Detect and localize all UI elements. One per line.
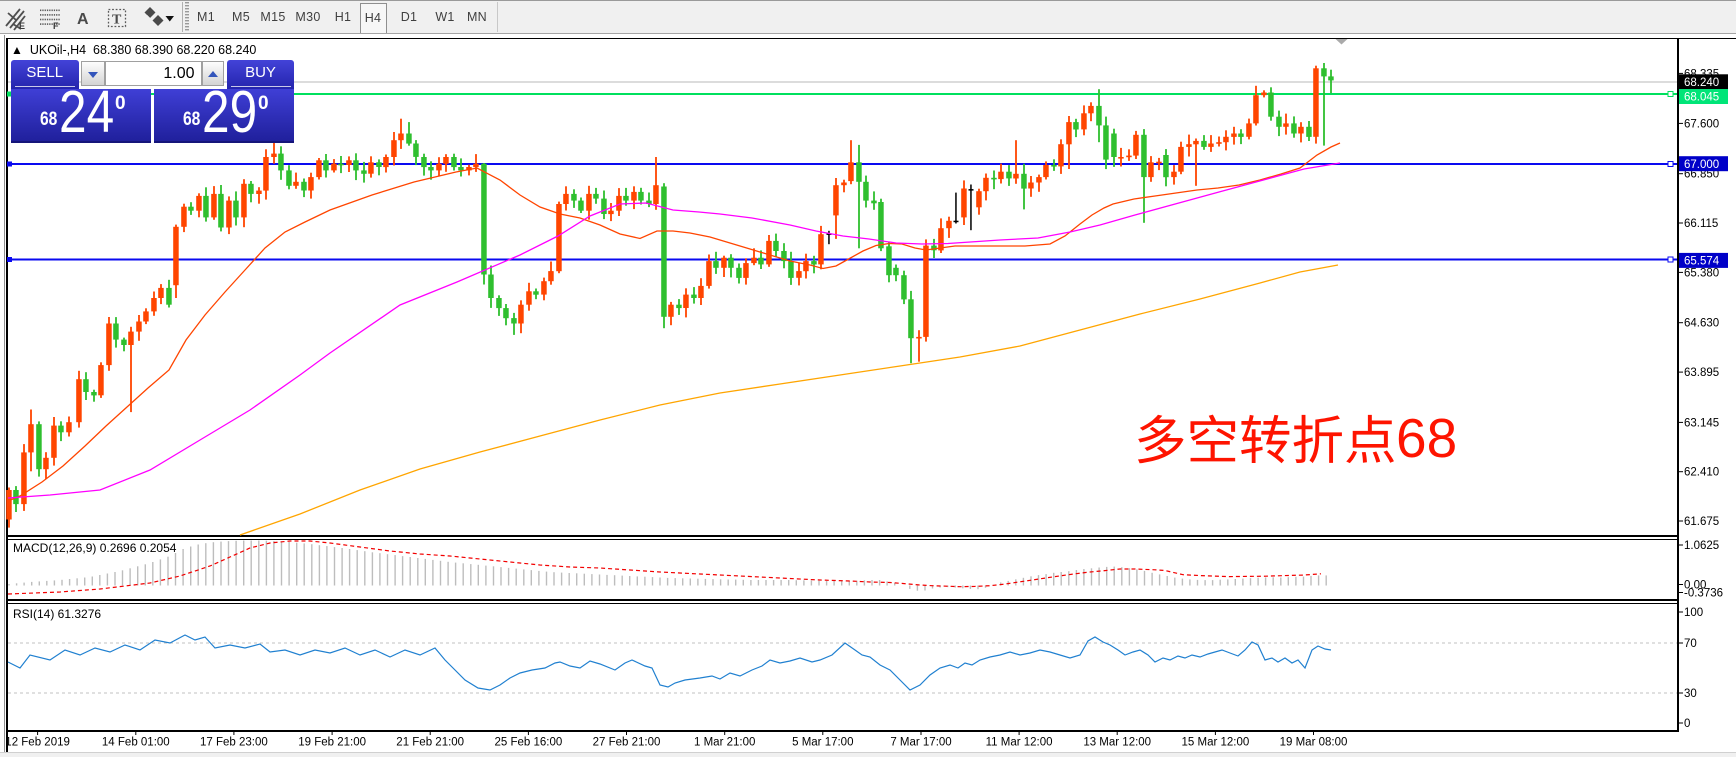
svg-text:21 Feb 21:00: 21 Feb 21:00 xyxy=(396,737,464,749)
svg-text:70: 70 xyxy=(1684,638,1697,650)
svg-text:63.145: 63.145 xyxy=(1684,417,1719,429)
svg-text:62.410: 62.410 xyxy=(1684,467,1719,479)
svg-text:68.240: 68.240 xyxy=(1684,77,1719,89)
svg-text:25 Feb 16:00: 25 Feb 16:00 xyxy=(495,737,563,749)
svg-text:11 Mar 12:00: 11 Mar 12:00 xyxy=(986,737,1053,749)
svg-text:63.895: 63.895 xyxy=(1684,367,1719,379)
svg-text:F: F xyxy=(53,21,59,31)
svg-text:68.045: 68.045 xyxy=(1684,92,1719,104)
svg-text:1.0625: 1.0625 xyxy=(1684,540,1719,552)
svg-text:0.00: 0.00 xyxy=(1684,580,1706,592)
svg-text:1 Mar 21:00: 1 Mar 21:00 xyxy=(694,737,755,749)
svg-text:5 Mar 17:00: 5 Mar 17:00 xyxy=(792,737,853,749)
svg-text:66.115: 66.115 xyxy=(1684,218,1718,230)
svg-text:13 Mar 12:00: 13 Mar 12:00 xyxy=(1083,737,1151,749)
svg-text:7 Mar 17:00: 7 Mar 17:00 xyxy=(890,737,951,749)
svg-text:0: 0 xyxy=(1684,718,1690,730)
svg-text:15 Mar 12:00: 15 Mar 12:00 xyxy=(1182,737,1250,749)
svg-text:66.850: 66.850 xyxy=(1684,169,1719,181)
svg-text:19 Feb 21:00: 19 Feb 21:00 xyxy=(298,737,366,749)
svg-text:65.574: 65.574 xyxy=(1684,256,1720,268)
svg-text:27 Feb 21:00: 27 Feb 21:00 xyxy=(593,737,661,749)
svg-text:-0.3736: -0.3736 xyxy=(1684,588,1723,600)
svg-text:19 Mar 08:00: 19 Mar 08:00 xyxy=(1280,737,1348,749)
svg-text:100: 100 xyxy=(1684,607,1703,619)
svg-text:E: E xyxy=(19,21,25,31)
svg-text:17 Feb 23:00: 17 Feb 23:00 xyxy=(200,737,268,749)
svg-text:64.630: 64.630 xyxy=(1684,318,1719,330)
svg-text:67.000: 67.000 xyxy=(1684,159,1719,171)
svg-text:14 Feb 01:00: 14 Feb 01:00 xyxy=(102,737,170,749)
svg-text:12 Feb 2019: 12 Feb 2019 xyxy=(5,737,70,749)
svg-text:65.380: 65.380 xyxy=(1684,267,1719,279)
svg-text:A: A xyxy=(77,11,89,28)
svg-text:67.600: 67.600 xyxy=(1684,118,1719,130)
svg-text:61.675: 61.675 xyxy=(1684,516,1719,528)
svg-text:68: 68 xyxy=(1396,407,1457,469)
svg-text:30: 30 xyxy=(1684,688,1697,700)
svg-text:T: T xyxy=(112,13,122,28)
